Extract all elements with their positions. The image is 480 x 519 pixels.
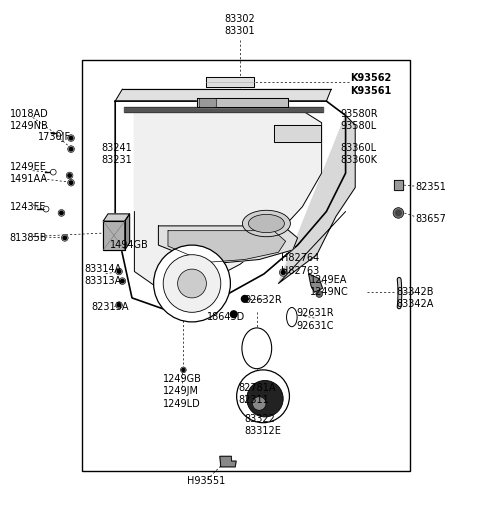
Circle shape bbox=[69, 136, 73, 140]
Circle shape bbox=[117, 304, 121, 307]
Text: 1249EA
1249NC: 1249EA 1249NC bbox=[310, 275, 348, 297]
Polygon shape bbox=[309, 274, 323, 292]
Bar bbox=[82, 60, 410, 471]
Circle shape bbox=[58, 210, 65, 216]
Text: 83657: 83657 bbox=[415, 214, 446, 224]
Circle shape bbox=[63, 236, 67, 240]
Circle shape bbox=[396, 210, 401, 216]
Text: 83360L
83360K: 83360L 83360K bbox=[341, 143, 378, 165]
Circle shape bbox=[50, 169, 56, 175]
Polygon shape bbox=[115, 89, 331, 101]
Polygon shape bbox=[168, 231, 286, 263]
Circle shape bbox=[281, 270, 285, 275]
Text: 18643D: 18643D bbox=[207, 312, 246, 322]
Text: 1249EE
1491AA: 1249EE 1491AA bbox=[10, 162, 48, 184]
Circle shape bbox=[121, 279, 124, 283]
Text: 1243FE: 1243FE bbox=[10, 202, 46, 212]
FancyBboxPatch shape bbox=[199, 99, 216, 107]
Circle shape bbox=[69, 181, 73, 184]
Polygon shape bbox=[394, 180, 403, 190]
Polygon shape bbox=[197, 98, 288, 107]
Circle shape bbox=[316, 291, 323, 297]
Ellipse shape bbox=[287, 307, 297, 326]
Ellipse shape bbox=[242, 210, 290, 237]
Polygon shape bbox=[220, 456, 236, 467]
Circle shape bbox=[119, 278, 126, 284]
Polygon shape bbox=[125, 214, 130, 250]
Text: 92631R
92631C: 92631R 92631C bbox=[296, 308, 334, 331]
Polygon shape bbox=[115, 101, 346, 312]
Circle shape bbox=[252, 397, 266, 410]
Ellipse shape bbox=[249, 214, 284, 233]
Text: 1018AD
1249NB: 1018AD 1249NB bbox=[10, 109, 48, 131]
Text: 83241
83231: 83241 83231 bbox=[101, 143, 132, 165]
Text: 81385B: 81385B bbox=[10, 233, 47, 243]
Text: H82764
H82763: H82764 H82763 bbox=[281, 253, 319, 276]
Text: 82315A: 82315A bbox=[91, 303, 129, 312]
Polygon shape bbox=[274, 125, 321, 142]
Circle shape bbox=[182, 368, 185, 371]
Circle shape bbox=[163, 255, 221, 312]
Text: 83322
83312E: 83322 83312E bbox=[245, 414, 282, 436]
Circle shape bbox=[68, 174, 71, 177]
Circle shape bbox=[60, 211, 63, 215]
Circle shape bbox=[117, 270, 121, 273]
Circle shape bbox=[61, 235, 68, 241]
Circle shape bbox=[68, 135, 74, 141]
Text: 82781A
82311: 82781A 82311 bbox=[239, 383, 276, 405]
Text: 1249GB
1249JM
1249LD: 1249GB 1249JM 1249LD bbox=[163, 374, 202, 409]
Circle shape bbox=[68, 146, 74, 153]
Polygon shape bbox=[124, 107, 323, 112]
Text: K93562
K93561: K93562 K93561 bbox=[350, 73, 392, 95]
Circle shape bbox=[237, 370, 289, 422]
Text: 92632R: 92632R bbox=[245, 295, 283, 305]
Circle shape bbox=[116, 302, 122, 308]
Text: 83302
83301: 83302 83301 bbox=[225, 14, 255, 36]
Text: 1730JF: 1730JF bbox=[38, 132, 72, 142]
Text: 93580R
93580L: 93580R 93580L bbox=[341, 109, 378, 131]
Circle shape bbox=[69, 147, 73, 151]
Circle shape bbox=[43, 206, 49, 212]
Polygon shape bbox=[278, 116, 355, 283]
Ellipse shape bbox=[242, 328, 272, 368]
Circle shape bbox=[180, 367, 186, 373]
Text: 83342B
83342A: 83342B 83342A bbox=[396, 286, 433, 309]
Text: 1494GB: 1494GB bbox=[110, 240, 149, 250]
Circle shape bbox=[247, 380, 283, 417]
Polygon shape bbox=[206, 77, 254, 87]
Circle shape bbox=[241, 295, 248, 302]
Circle shape bbox=[66, 172, 73, 179]
Circle shape bbox=[279, 269, 287, 276]
Circle shape bbox=[68, 180, 74, 186]
Text: 82351: 82351 bbox=[415, 183, 446, 193]
Circle shape bbox=[116, 268, 122, 275]
Circle shape bbox=[57, 130, 62, 136]
Circle shape bbox=[154, 245, 230, 322]
Polygon shape bbox=[103, 214, 130, 221]
Circle shape bbox=[230, 311, 237, 318]
Circle shape bbox=[393, 208, 404, 218]
Polygon shape bbox=[134, 111, 322, 288]
Text: H93551: H93551 bbox=[187, 476, 226, 486]
Polygon shape bbox=[103, 221, 125, 250]
Text: 83314A
83313A: 83314A 83313A bbox=[84, 264, 121, 286]
Circle shape bbox=[178, 269, 206, 298]
Polygon shape bbox=[158, 226, 298, 264]
